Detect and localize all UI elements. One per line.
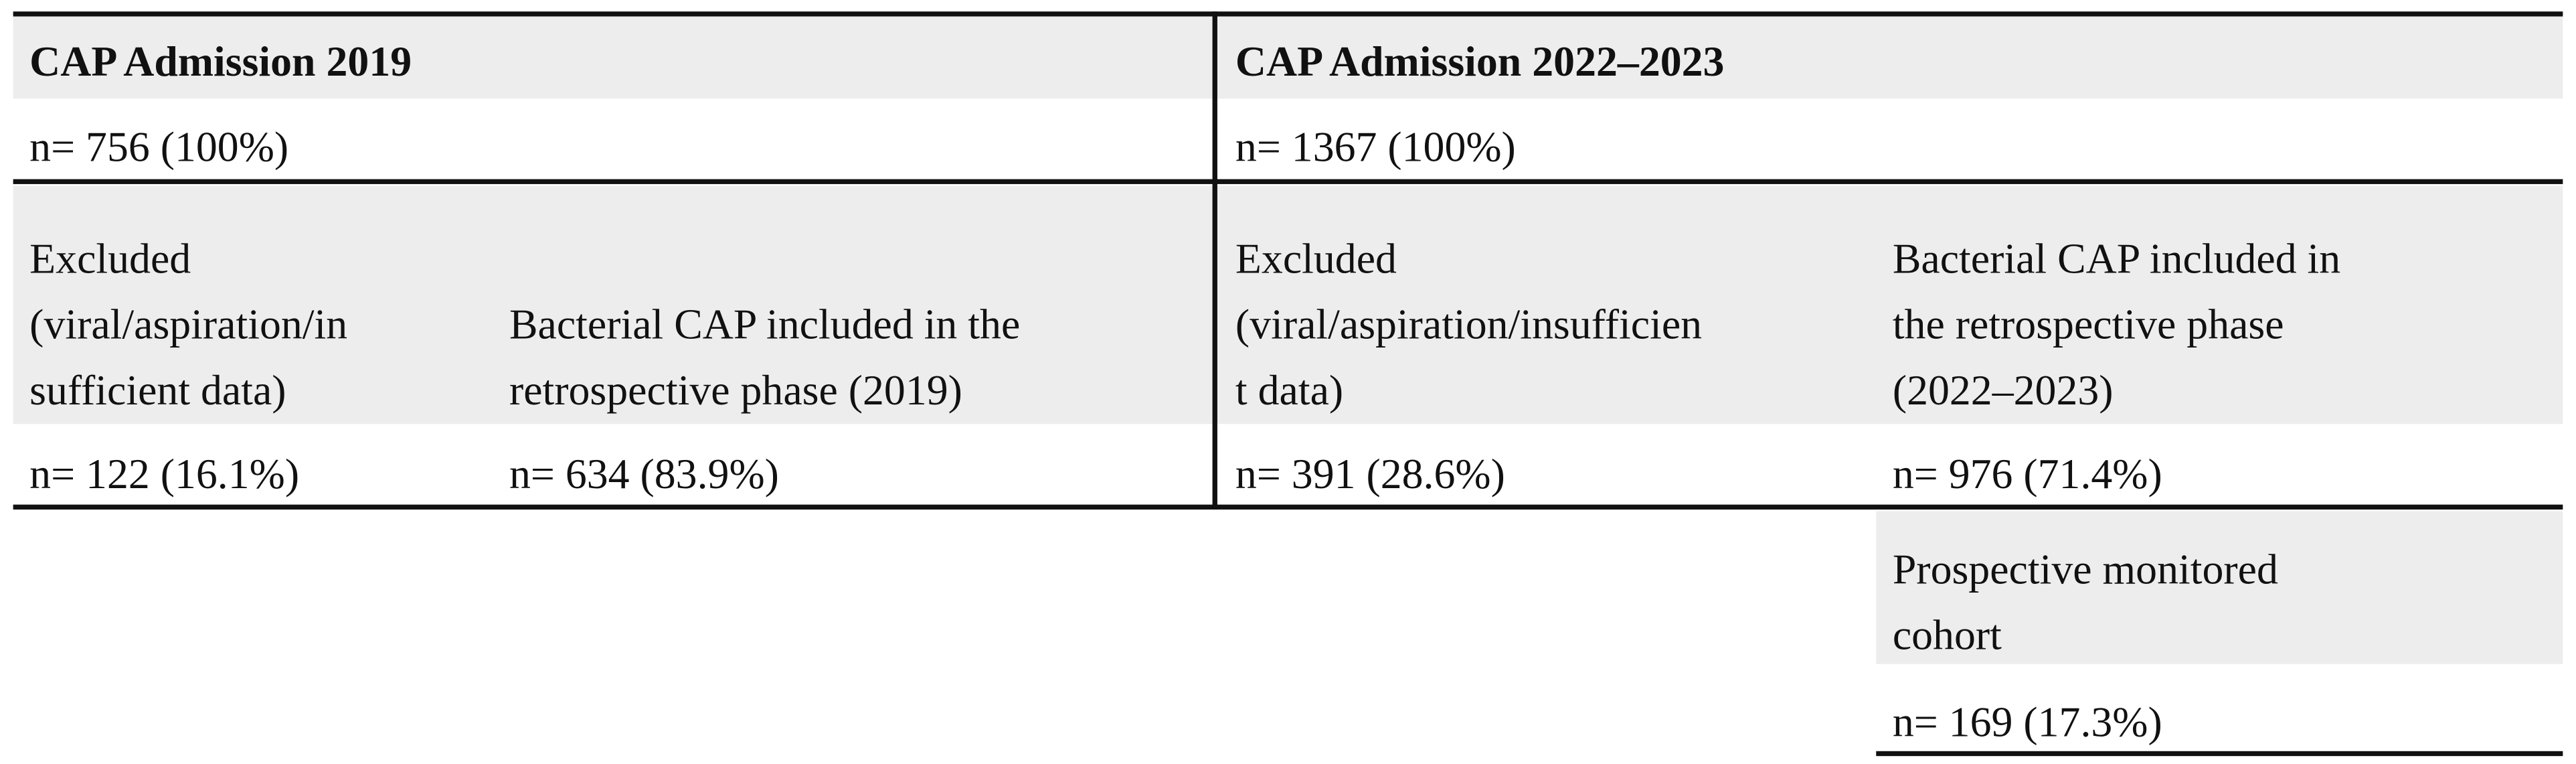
header: CAP Admission 2019 xyxy=(29,37,412,86)
group-label: Excluded (viral/aspiration/in sufficient… xyxy=(29,227,347,425)
total: n= 756 (100%) xyxy=(29,123,289,171)
line: (viral/aspiration/insufficien xyxy=(1235,301,1703,349)
prospective-count: n= 169 (17.3%) xyxy=(1892,698,2162,747)
line: (viral/aspiration/in xyxy=(29,301,348,349)
line: (2022–2023) xyxy=(1892,366,2114,414)
line: Excluded xyxy=(29,235,191,283)
group-count: n= 391 (28.6%) xyxy=(1235,450,1505,498)
group-bg xyxy=(13,185,2563,425)
line: retrospective phase (2019) xyxy=(509,366,962,414)
rule xyxy=(13,179,2563,184)
line: Prospective monitored xyxy=(1892,545,2278,594)
header-bg xyxy=(13,16,2563,99)
rule xyxy=(1876,751,2563,757)
rule xyxy=(13,504,2563,510)
group-count: n= 634 (83.9%) xyxy=(509,450,779,498)
line: the retrospective phase xyxy=(1892,301,2284,349)
line: t data) xyxy=(1235,366,1344,414)
line: Bacterial CAP included in the xyxy=(509,301,1021,349)
header: CAP Admission 2022–2023 xyxy=(1235,37,1725,86)
total: n= 1367 (100%) xyxy=(1235,123,1516,171)
group-count: n= 976 (71.4%) xyxy=(1892,450,2162,498)
line: cohort xyxy=(1892,611,2002,660)
prospective-bg xyxy=(1876,511,2563,664)
group-label: Bacterial CAP included in the retrospect… xyxy=(1893,227,2340,425)
divider xyxy=(1212,11,1217,510)
line: Excluded xyxy=(1235,235,1397,283)
group-count: n= 122 (16.1%) xyxy=(29,450,300,498)
line: sufficient data) xyxy=(29,366,286,414)
prospective-label: Prospective monitored cohort xyxy=(1893,538,2278,669)
rule xyxy=(13,11,2563,17)
group-label: Bacterial CAP included in the retrospect… xyxy=(509,293,1020,424)
group-label: Excluded (viral/aspiration/insufficien t… xyxy=(1235,227,1702,425)
line: Bacterial CAP included in xyxy=(1892,235,2341,283)
